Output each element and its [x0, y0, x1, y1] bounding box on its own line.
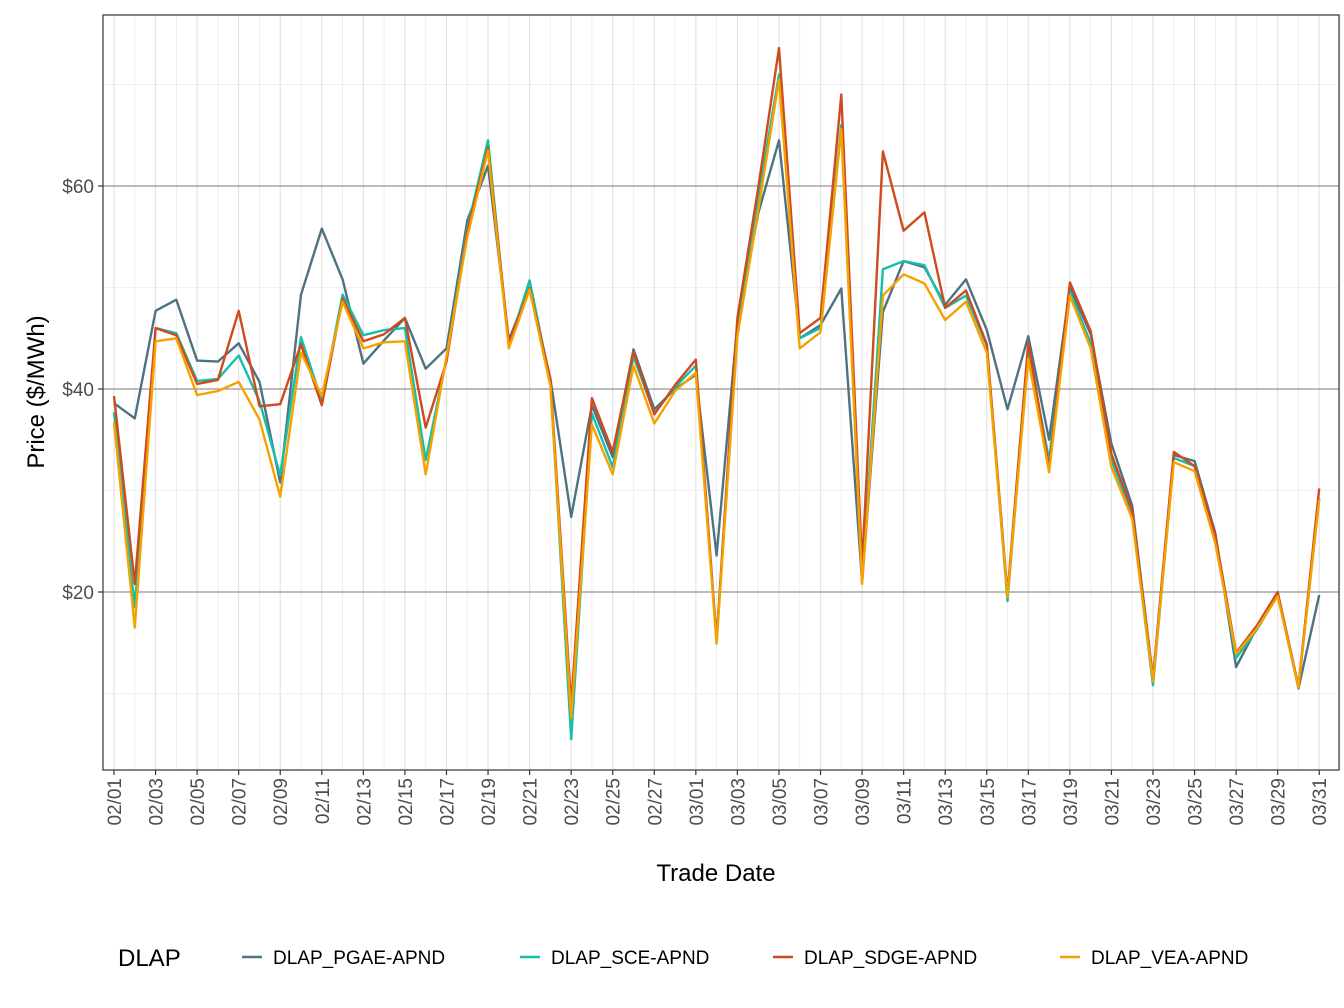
x-tick-label: 03/05 [770, 778, 791, 826]
y-tick-label: $40 [62, 380, 94, 401]
x-tick-label: 03/11 [895, 778, 916, 824]
x-tick-label: 02/21 [521, 778, 542, 826]
x-tick-label: 03/31 [1310, 778, 1331, 826]
legend-label: DLAP_VEA-APND [1091, 948, 1248, 969]
x-tick-label: 03/25 [1186, 778, 1207, 826]
x-tick-label: 02/23 [562, 778, 583, 826]
x-tick-label: 03/27 [1227, 778, 1248, 826]
series-line-dlap_pgae-apnd [113, 139, 1321, 690]
legend-title: DLAP [118, 945, 181, 972]
x-tick-label: 02/03 [147, 778, 168, 826]
plot-panel [103, 15, 1339, 770]
y-axis-title: Price ($/MWh) [23, 315, 50, 468]
x-tick-label: 02/13 [354, 778, 375, 826]
legend-label: DLAP_PGAE-APND [273, 948, 445, 969]
x-axis-title: Trade Date [656, 860, 775, 887]
x-tick-label: 03/03 [728, 778, 749, 826]
legend: DLAP DLAP_PGAE-APND DLAP_SCE-APND DLAP_SDG… [118, 945, 1248, 972]
x-tick-label: 02/07 [230, 778, 251, 826]
x-tick-label: 03/23 [1144, 778, 1165, 826]
x-tick-label: 03/21 [1102, 778, 1123, 826]
x-tick-label: 02/17 [438, 778, 459, 826]
series-lines [112, 46, 1321, 741]
y-tick-label: $60 [62, 177, 94, 198]
x-tick-label: 02/09 [271, 778, 292, 826]
x-tick-label: 02/15 [396, 778, 417, 826]
major-gridlines [103, 15, 1339, 770]
x-tick-label: 03/29 [1269, 778, 1290, 826]
legend-items: DLAP_PGAE-APND DLAP_SCE-APND DLAP_SDGE-APN… [242, 948, 1248, 969]
x-tick-label: 02/27 [645, 778, 666, 826]
x-tick-label: 03/15 [978, 778, 999, 826]
x-tick-label: 02/25 [604, 778, 625, 826]
legend-label: DLAP_SDGE-APND [804, 948, 977, 969]
series-line-dlap_vea-apnd [112, 78, 1321, 720]
y-tick-label: $20 [62, 583, 94, 604]
y-axis: $20 $40 $60 [62, 177, 103, 604]
x-tick-label: 03/19 [1061, 778, 1082, 826]
x-axis: 02/01 02/03 02/05 02/07 02/09 02/11 02/13 02/15… [105, 770, 1331, 826]
x-tick-label: 03/09 [853, 778, 874, 826]
x-tick-label: 03/17 [1019, 778, 1040, 826]
x-tick-label: 03/13 [936, 778, 957, 826]
legend-label: DLAP_SCE-APND [551, 948, 709, 969]
x-tick-label: 03/01 [687, 778, 708, 826]
x-tick-label: 02/11 [313, 778, 334, 824]
x-tick-label: 02/01 [105, 778, 126, 826]
x-tick-label: 03/07 [812, 778, 833, 826]
x-tick-label: 02/19 [479, 778, 500, 826]
x-tick-label: 02/05 [188, 778, 209, 826]
plot-border [102, 14, 1340, 771]
